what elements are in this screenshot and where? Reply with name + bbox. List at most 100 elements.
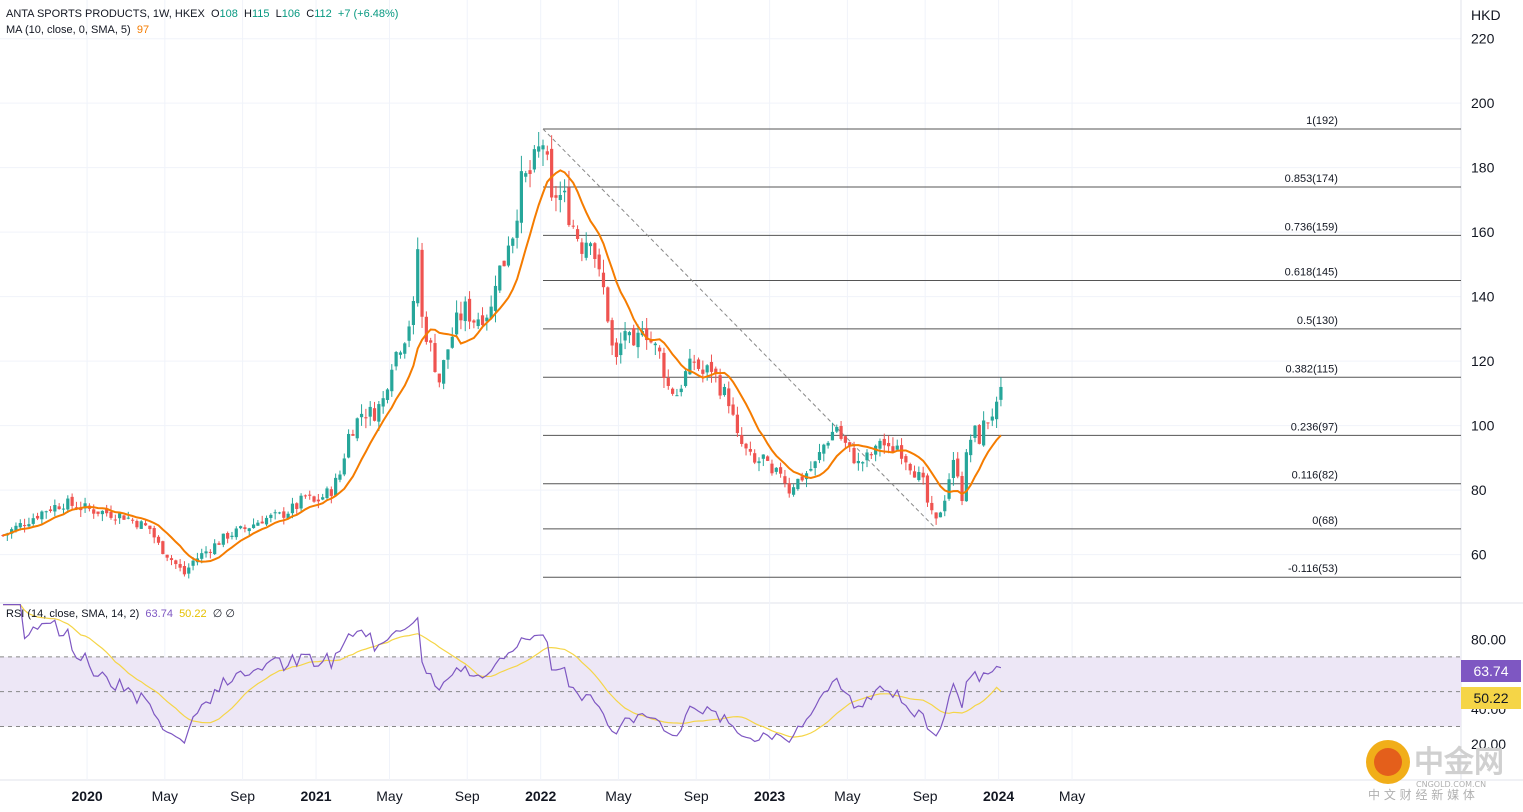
time-tick-label: May xyxy=(834,788,860,804)
candle-body xyxy=(174,560,178,565)
price-axis[interactable]: HKD 608010012014016018020022080.0040.002… xyxy=(1471,7,1506,752)
candle-body xyxy=(148,525,152,530)
time-tick-label: May xyxy=(1059,788,1085,804)
candle-body xyxy=(312,496,316,502)
candle-body xyxy=(152,528,156,538)
candle-body xyxy=(100,510,104,515)
candle-body xyxy=(208,551,212,553)
candle-body xyxy=(156,536,161,543)
candle-body xyxy=(532,149,536,170)
candle-body xyxy=(830,431,835,441)
candle-body xyxy=(48,509,53,512)
candle-body xyxy=(303,495,307,497)
candle-body xyxy=(515,220,519,238)
candle-body xyxy=(766,456,770,461)
price-tick-label: 100 xyxy=(1471,418,1495,434)
candle-body xyxy=(679,388,683,393)
candle-body xyxy=(761,454,765,459)
candle-body xyxy=(126,517,130,519)
candle-body xyxy=(1,535,5,537)
time-axis[interactable]: 2020 May Sep 2021 May Sep 2022 May Sep 2023 May Sep… xyxy=(72,788,1086,804)
candle-body xyxy=(779,467,783,474)
candle-body xyxy=(316,499,320,502)
candle-body xyxy=(347,433,351,458)
candle-body xyxy=(580,242,584,254)
candle-body xyxy=(165,554,169,558)
candle-body xyxy=(394,352,398,367)
candle-body xyxy=(964,452,968,502)
candle-body xyxy=(692,361,696,363)
candle-body xyxy=(999,386,1003,400)
candle-body xyxy=(493,285,498,311)
candle-body xyxy=(40,511,44,520)
candle-body xyxy=(243,527,247,530)
candle-body xyxy=(865,452,869,461)
candle-body xyxy=(139,521,143,529)
candle-body xyxy=(221,533,225,545)
candle-body xyxy=(506,245,511,266)
candle-body xyxy=(234,528,238,538)
candle-body xyxy=(269,514,273,518)
candle-body xyxy=(774,467,778,472)
candle-body xyxy=(109,511,113,518)
candle-body xyxy=(113,519,117,521)
candle-body xyxy=(295,503,299,509)
candle-body xyxy=(861,462,865,464)
rsi-line xyxy=(3,603,1002,745)
candle-body xyxy=(904,456,908,463)
rsi-ma-value-badge-bg xyxy=(1461,687,1521,709)
candle-body xyxy=(627,332,631,336)
fib-level-label: 1(192) xyxy=(1306,115,1338,127)
candle-body xyxy=(982,420,986,446)
candle-body xyxy=(956,458,960,477)
candle-body xyxy=(398,352,403,355)
candle-body xyxy=(951,459,955,478)
candle-body xyxy=(364,417,368,419)
candle-body xyxy=(696,359,701,369)
candle-body xyxy=(239,526,243,529)
candle-body xyxy=(213,543,217,555)
candle-body xyxy=(856,460,860,464)
candle-body xyxy=(835,426,839,432)
candle-body xyxy=(619,343,623,356)
candlesticks xyxy=(1,131,1003,579)
candle-body xyxy=(563,190,567,193)
candle-body xyxy=(545,151,549,155)
candle-body xyxy=(178,564,182,568)
fibonacci-retracement[interactable]: 1(192) 0.853(174) 0.736(159) 0.618(145) 0.5(… xyxy=(542,115,1461,578)
candle-body xyxy=(256,522,260,526)
candle-body xyxy=(930,502,934,511)
candle-body xyxy=(217,543,221,545)
candle-body xyxy=(588,243,593,247)
candle-body xyxy=(191,560,195,566)
candle-body xyxy=(597,254,601,270)
rsi-legend-ma-value: 50.22 xyxy=(179,608,207,620)
fib-trend-line xyxy=(542,128,937,530)
candle-body xyxy=(519,171,523,223)
candle-body xyxy=(480,315,485,326)
candle-body xyxy=(338,474,342,480)
candle-body xyxy=(390,369,394,392)
cngold-watermark: 中金网 CNGOLD.COM.CN 中 文 财 经 新 媒 体 xyxy=(1366,740,1504,802)
candle-body xyxy=(282,511,286,518)
candle-body xyxy=(372,408,377,421)
rsi-band xyxy=(0,656,1461,727)
candle-body xyxy=(403,343,407,354)
candle-body xyxy=(887,442,891,447)
candle-body xyxy=(899,445,904,459)
candle-body xyxy=(230,535,234,537)
time-tick-label: Sep xyxy=(230,788,255,804)
candle-body xyxy=(925,475,930,503)
price-tick-label: 60 xyxy=(1471,547,1487,563)
candle-body xyxy=(131,519,135,521)
candle-body xyxy=(740,435,744,444)
time-tick-label: Sep xyxy=(455,788,480,804)
candle-body xyxy=(528,170,532,174)
legend-high-label: H xyxy=(244,8,252,20)
candle-body xyxy=(96,511,100,514)
time-tick-label: 2024 xyxy=(983,788,1014,804)
candle-body xyxy=(61,508,66,510)
candle-body xyxy=(917,472,921,481)
candle-body xyxy=(161,541,165,554)
